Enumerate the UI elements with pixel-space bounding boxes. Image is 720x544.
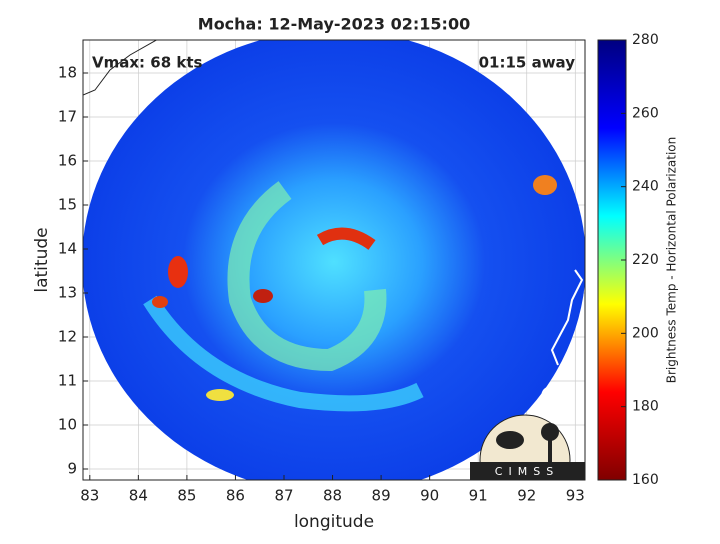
x-tick-label: 91 xyxy=(469,487,488,505)
coastline xyxy=(541,387,555,405)
x-tick-label: 85 xyxy=(177,487,196,505)
annotation: 01:15 away xyxy=(479,54,576,72)
title: Mocha: 12-May-2023 02:15:00 xyxy=(198,15,470,34)
convection xyxy=(253,289,273,303)
x-tick-label: 93 xyxy=(566,487,585,505)
colorbar-tick-label: 200 xyxy=(632,325,659,341)
y-tick-label: 9 xyxy=(67,460,77,478)
y-tick-label: 13 xyxy=(58,284,77,302)
y-tick-label: 18 xyxy=(58,64,77,82)
eyewall xyxy=(316,227,376,250)
colorbar-tick-label: 160 xyxy=(632,472,659,488)
y-tick-label: 15 xyxy=(58,196,77,214)
y-tick-label: 16 xyxy=(58,152,77,170)
colorbar-tick-label: 260 xyxy=(632,105,659,121)
convection xyxy=(152,296,168,308)
colorbar-tick-label: 220 xyxy=(632,252,659,268)
y-tick-label: 12 xyxy=(58,328,77,346)
colorbar-label: Brightness Temp - Horizontal Polarizatio… xyxy=(665,137,679,384)
convection xyxy=(533,175,557,195)
y-tick-label: 17 xyxy=(58,108,77,126)
logo: CIMSS xyxy=(470,414,585,480)
x-tick-label: 92 xyxy=(517,487,536,505)
colorbar-tick-label: 180 xyxy=(632,399,659,415)
x-tick-label: 90 xyxy=(420,487,439,505)
y-tick-label: 10 xyxy=(58,416,77,434)
colorbar-tick-label: 240 xyxy=(632,179,659,195)
x-axis-label: longitude xyxy=(294,512,374,532)
rain-band xyxy=(227,181,387,372)
coastline xyxy=(550,269,584,366)
convection xyxy=(206,389,234,401)
x-tick-label: 87 xyxy=(274,487,293,505)
convection xyxy=(168,256,188,288)
coastline xyxy=(83,40,158,96)
x-tick-label: 88 xyxy=(323,487,342,505)
map-area: CIMSS xyxy=(83,40,585,480)
rain-band xyxy=(143,295,424,412)
x-tick-label: 84 xyxy=(129,487,148,505)
logo-text: CIMSS xyxy=(495,465,559,478)
y-tick-label: 11 xyxy=(58,372,77,390)
colorbar-tick-label: 280 xyxy=(632,32,659,48)
x-tick-label: 86 xyxy=(226,487,245,505)
axes-frame xyxy=(82,39,586,481)
annotation: Vmax: 68 kts xyxy=(92,54,202,72)
x-tick-label: 89 xyxy=(372,487,391,505)
x-tick-label: 83 xyxy=(80,487,99,505)
y-axis-label: latitude xyxy=(32,227,52,292)
y-tick-label: 14 xyxy=(58,240,77,258)
